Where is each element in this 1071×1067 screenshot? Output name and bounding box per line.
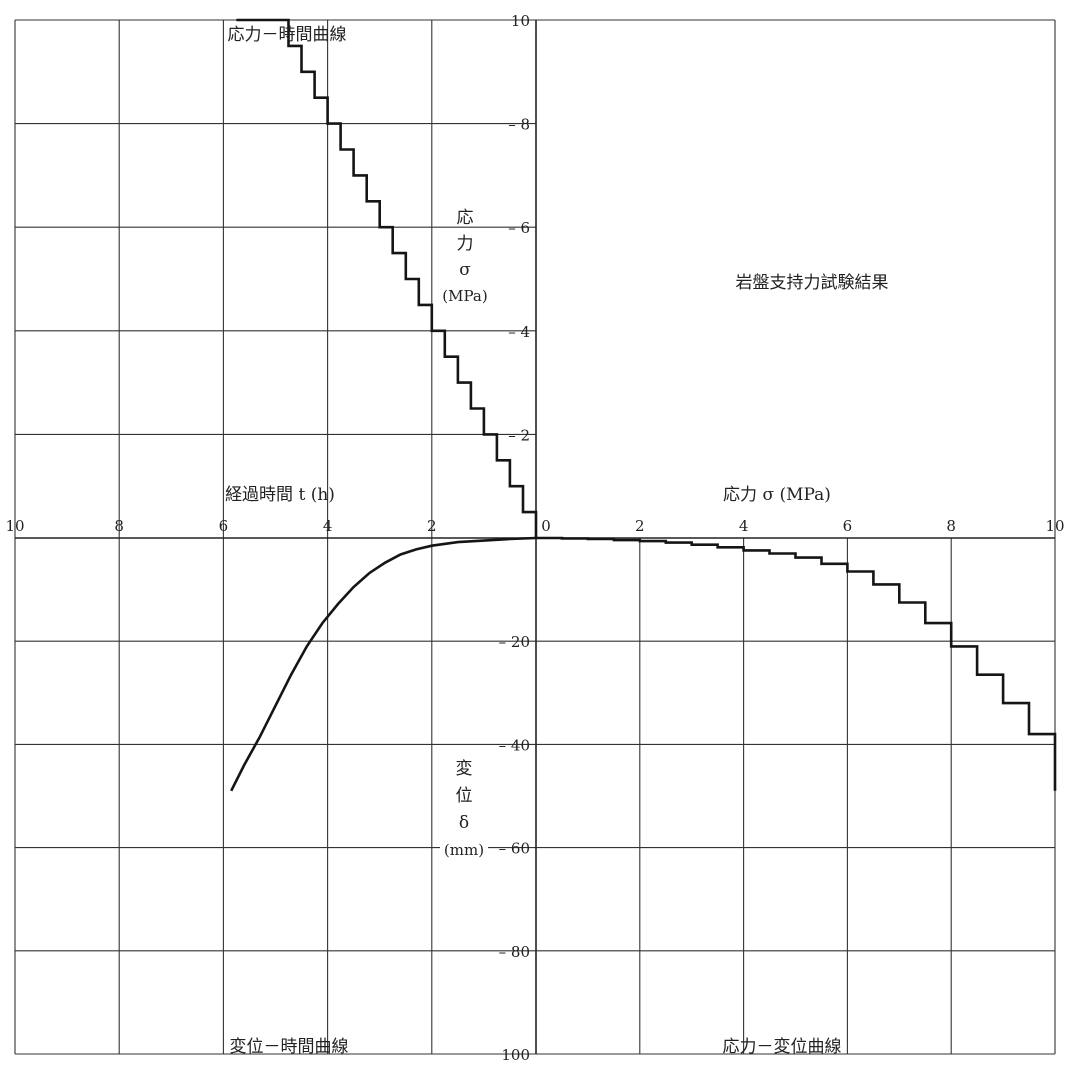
displacement-tick-label: 100 [501, 1046, 530, 1064]
time-tick-label: 6 [219, 517, 229, 535]
stress-label-char: 力 [457, 234, 474, 254]
stress-displacement-curve [536, 536, 1057, 791]
stress-time-curve [236, 18, 538, 538]
grid [14, 19, 1056, 1055]
displacement-tick-label: – 80 [499, 943, 530, 961]
title-rock-bearing-test: 岩盤支持力試験結果 [736, 273, 889, 293]
stress-tick-label: – 2 [508, 426, 530, 444]
stress-tick-label: – 4 [508, 323, 530, 341]
displacement-time-curve [230, 536, 537, 792]
stress-label-symbol: σ [459, 260, 471, 280]
curves [230, 18, 1057, 792]
stress-axis-label-vertical: 応 力 σ (MPa) [442, 208, 487, 305]
time-tick-label: 8 [114, 517, 124, 535]
time-tick-label: 2 [427, 517, 437, 535]
displacement-label-unit: (mm) [444, 841, 484, 859]
displacement-label-char: 位 [456, 786, 473, 806]
stress-axis-label-horizontal: 応力 σ (MPa) [723, 485, 831, 505]
stress-tick-label: 10 [511, 12, 530, 30]
stress-tick-label: 10 [1045, 517, 1064, 535]
stress-tick-label: 4 [739, 517, 749, 535]
displacement-tick-label: – 40 [499, 736, 530, 754]
stress-tick-label: – 8 [508, 116, 530, 134]
stress-label-char: 応 [457, 208, 474, 228]
tick-labels: 10 8 6 4 2 0 2 4 6 8 10 10 – 8 – 6 – 4 – 2 – 20 – 40 – 60 –… [5, 12, 1064, 1064]
displacement-label-char: 変 [456, 759, 473, 779]
stress-tick-label: 6 [843, 517, 853, 535]
displacement-label-symbol: δ [459, 813, 469, 833]
stress-tick-label: 8 [946, 517, 956, 535]
time-axis-label: 経過時間 t (h) [225, 485, 335, 505]
stress-label-unit: (MPa) [442, 287, 487, 305]
time-tick-label: 4 [323, 517, 333, 535]
time-tick-label: 10 [5, 517, 24, 535]
title-stress-time: 応力－時間曲線 [228, 25, 347, 45]
title-displacement-time: 変位－時間曲線 [230, 1037, 349, 1057]
displacement-tick-label: – 60 [499, 840, 530, 858]
title-stress-displacement: 応力－変位曲線 [723, 1037, 842, 1057]
stress-tick-label: 2 [635, 517, 645, 535]
stress-tick-label: 0 [541, 517, 551, 535]
displacement-tick-label: – 20 [499, 633, 530, 651]
stress-tick-label: – 6 [508, 219, 530, 237]
displacement-axis-label-vertical: 変 位 δ (mm) [440, 752, 488, 862]
